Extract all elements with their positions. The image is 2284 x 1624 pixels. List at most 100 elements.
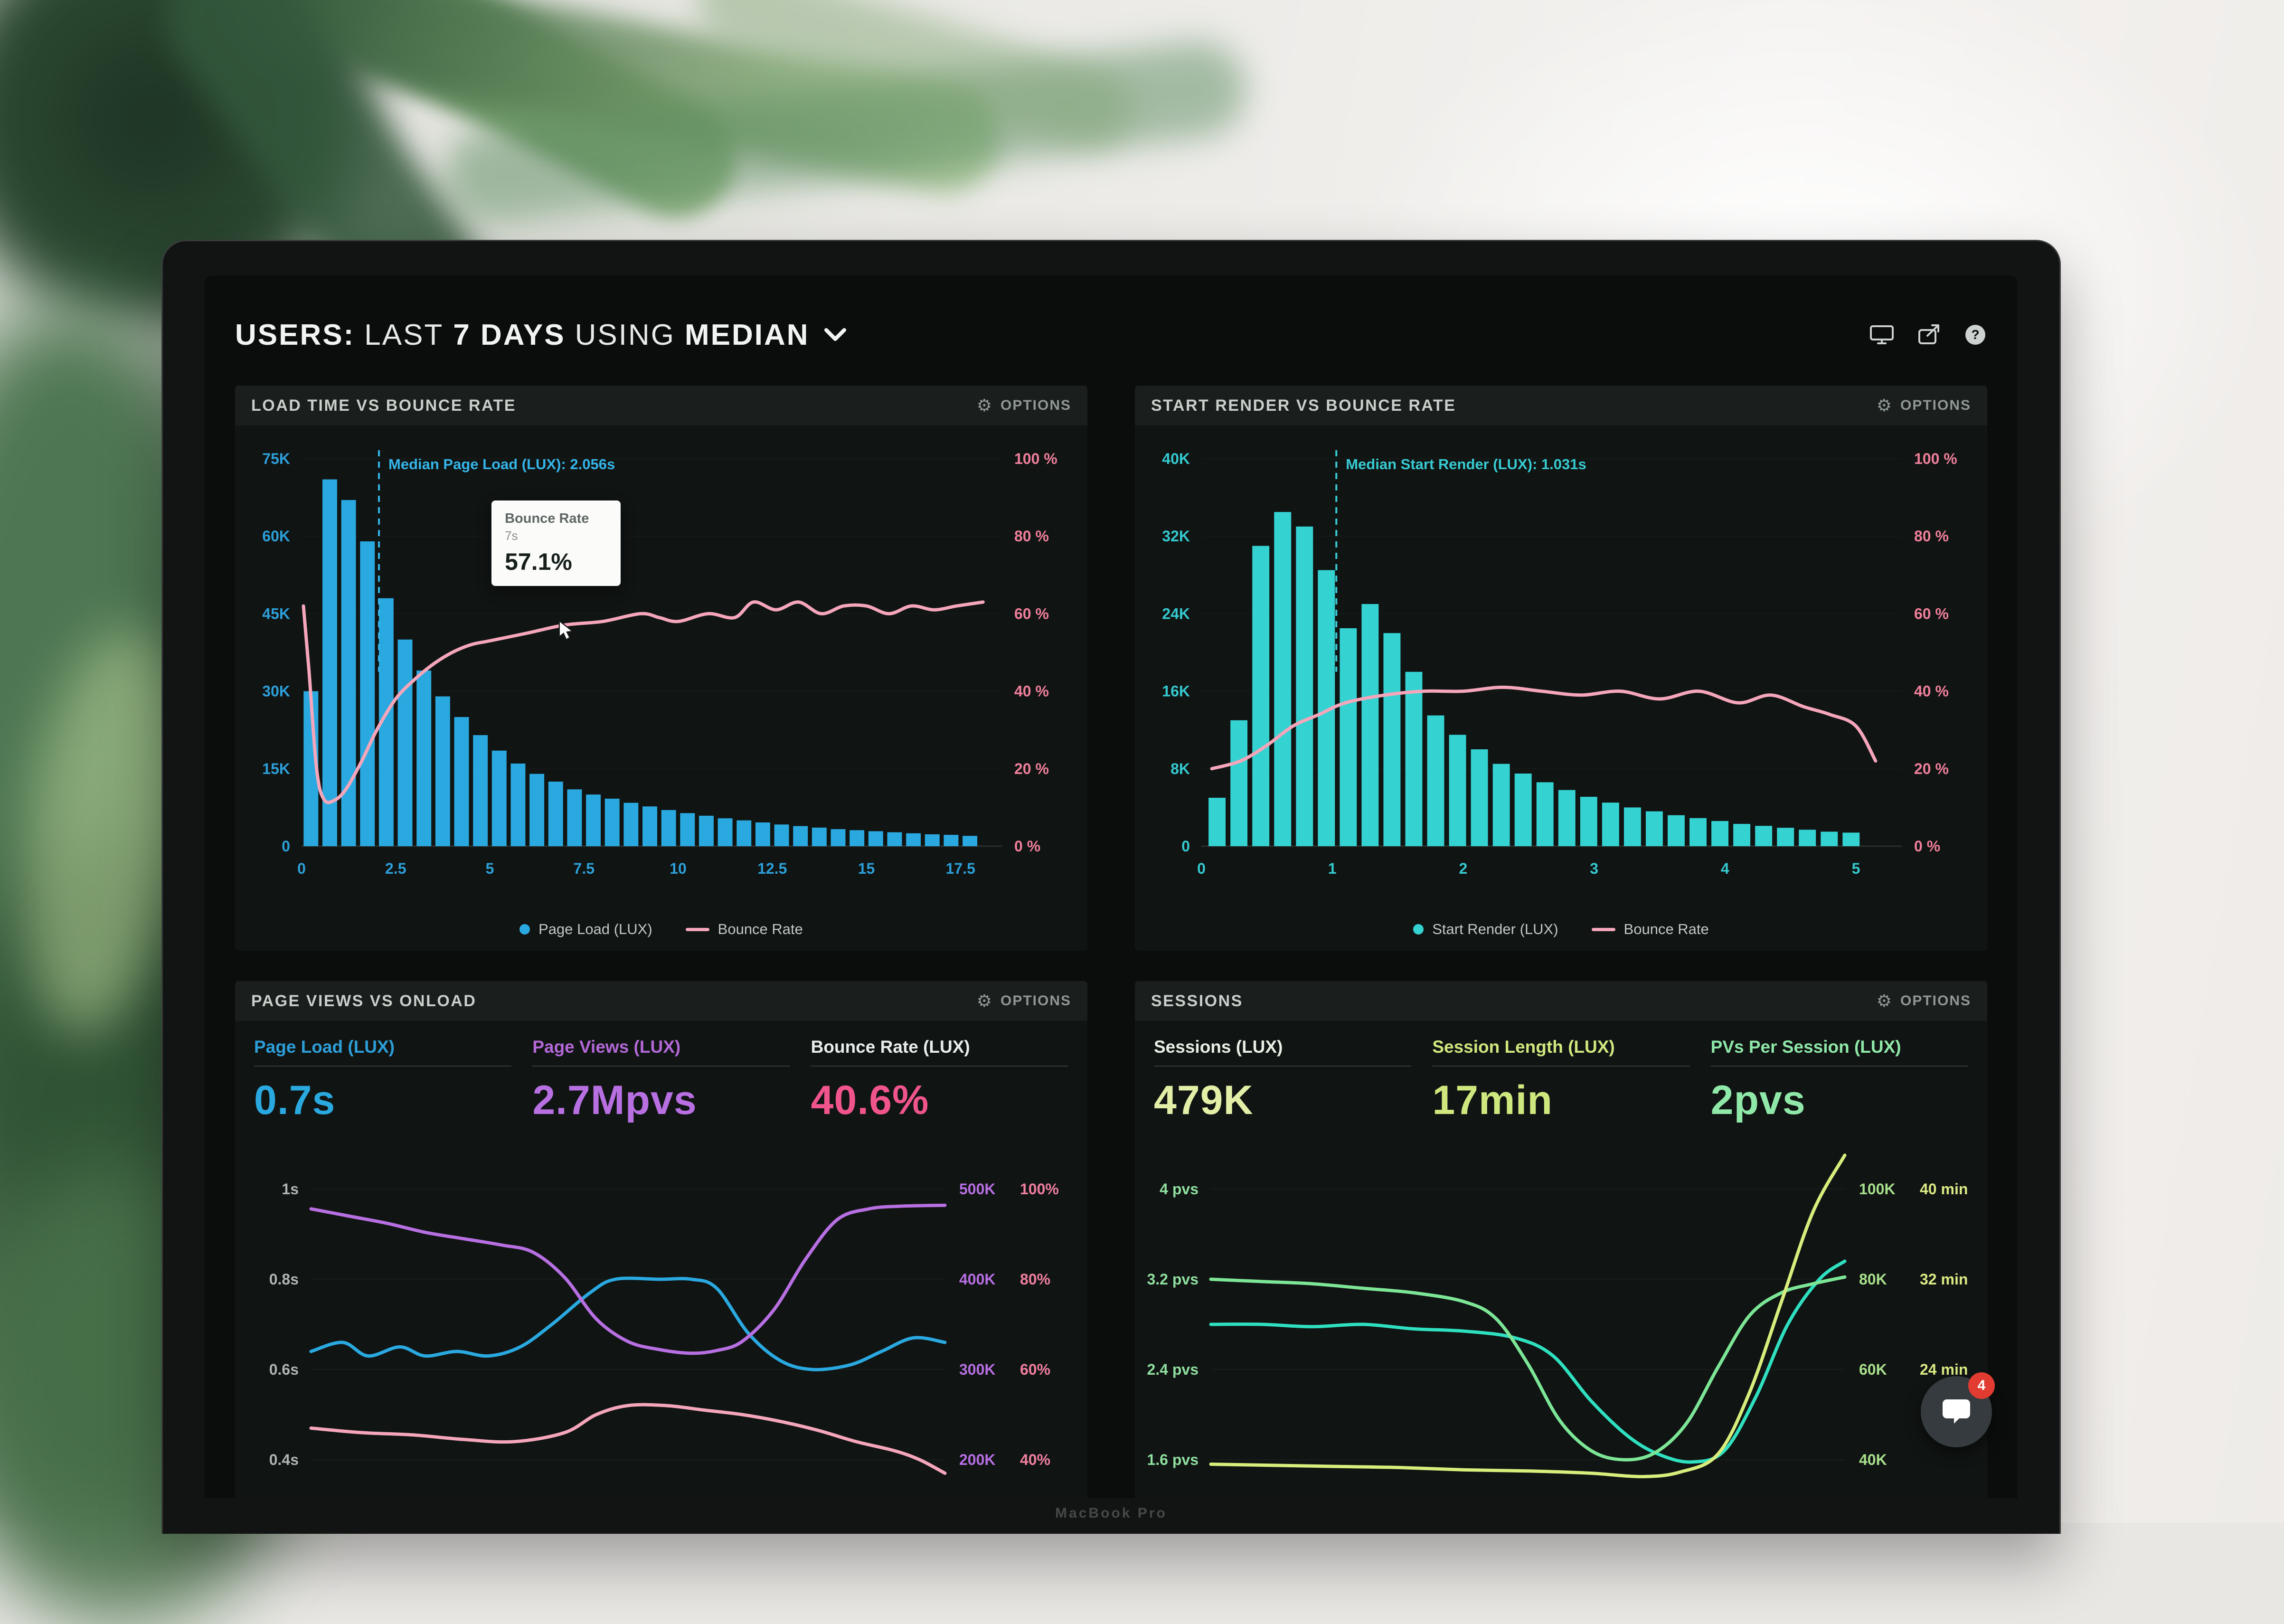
svg-text:0: 0 [297,860,306,877]
svg-text:100K: 100K [1859,1180,1896,1198]
metric-label: Page Load (LUX) [254,1037,511,1067]
svg-text:40%: 40% [1020,1451,1050,1468]
laptop: USERS: LAST 7 DAYS USING MEDIAN [161,240,2061,1534]
metric-label: PVs Per Session (LUX) [1711,1037,1968,1067]
legend-line-marker [1592,928,1615,931]
svg-text:2.4 pvs: 2.4 pvs [1147,1361,1199,1378]
svg-text:16K: 16K [1162,683,1190,700]
svg-text:300K: 300K [959,1361,996,1378]
metric-value: 2.7Mpvs [532,1077,790,1124]
chart-tooltip: Bounce Rate 7s 57.1% [491,500,621,586]
gear-icon: ⚙ [977,397,993,414]
chevron-down-icon[interactable] [824,328,847,342]
gear-icon: ⚙ [1877,397,1893,414]
svg-text:5: 5 [486,860,494,877]
svg-text:100 %: 100 % [1914,450,1957,467]
legend-line-marker [686,928,709,931]
svg-text:3: 3 [1590,860,1598,877]
options-label: OPTIONS [1900,397,1971,414]
photo-background: USERS: LAST 7 DAYS USING MEDIAN [0,0,2284,1523]
share-icon[interactable] [1917,323,1942,346]
svg-text:60 %: 60 % [1914,605,1949,622]
svg-text:100%: 100% [1020,1180,1059,1198]
chat-bubble-icon [1941,1397,1972,1426]
brand-text: MacBook Pro [1055,1505,1167,1521]
chat-launcher-button[interactable]: 4 [1921,1376,1992,1447]
legend-item[interactable]: Bounce Rate [686,921,803,938]
svg-text:Median Page Load (LUX): 2.056s: Median Page Load (LUX): 2.056s [388,456,615,472]
panel-header: LOAD TIME VS BOUNCE RATE ⚙ OPTIONS [235,386,1087,425]
svg-text:0 %: 0 % [1014,838,1040,855]
laptop-chin: MacBook Pro [163,1497,2059,1534]
title-segment: LAST [364,318,444,352]
legend-item[interactable]: Page Load (LUX) [519,921,652,938]
options-button[interactable]: ⚙ OPTIONS [977,992,1071,1010]
svg-text:0.6s: 0.6s [269,1361,299,1378]
svg-text:80K: 80K [1859,1271,1887,1288]
tooltip-subtitle: 7s [505,529,607,543]
header-toolbar: ? [1869,323,1987,347]
legend-item[interactable]: Start Render (LUX) [1413,921,1558,938]
tooltip-value: 57.1% [505,548,607,576]
page-title-dropdown[interactable]: USERS: LAST 7 DAYS USING MEDIAN [235,318,847,352]
svg-text:80%: 80% [1020,1271,1050,1288]
display-icon[interactable] [1869,323,1895,346]
panel-grid: LOAD TIME VS BOUNCE RATE ⚙ OPTIONS Bounc… [235,386,1987,1498]
legend-label: Bounce Rate [718,921,803,938]
svg-text:24K: 24K [1162,605,1190,622]
svg-text:40 %: 40 % [1914,683,1949,700]
panel-header: PAGE VIEWS VS ONLOAD ⚙ OPTIONS [235,981,1087,1021]
svg-text:1s: 1s [282,1180,299,1198]
svg-text:200K: 200K [959,1451,996,1468]
options-button[interactable]: ⚙ OPTIONS [977,397,1071,414]
svg-text:75K: 75K [262,450,290,467]
svg-text:2.5: 2.5 [385,860,406,877]
svg-text:40K: 40K [1162,450,1190,467]
help-icon[interactable]: ? [1963,323,1987,347]
svg-text:17.5: 17.5 [946,860,975,877]
svg-text:60K: 60K [1859,1361,1887,1378]
svg-text:0: 0 [282,838,290,855]
panel-title: PAGE VIEWS VS ONLOAD [251,992,476,1010]
panel-title: START RENDER VS BOUNCE RATE [1151,397,1456,415]
svg-text:7.5: 7.5 [574,860,595,877]
metric-value: 479K [1154,1077,1411,1124]
svg-text:45K: 45K [262,605,290,622]
title-segment: 7 DAYS [453,318,565,352]
metric-value: 0.7s [254,1077,511,1124]
metric-bounce-rate[interactable]: Bounce Rate (LUX) 40.6% [811,1037,1068,1124]
panel-sessions: SESSIONS ⚙ OPTIONS Sessions (LUX) 479K S… [1135,981,1987,1498]
svg-text:20 %: 20 % [1014,760,1049,777]
options-label: OPTIONS [1900,993,1971,1009]
svg-text:80 %: 80 % [1914,528,1949,545]
svg-text:5: 5 [1852,860,1860,877]
metric-label: Page Views (LUX) [532,1037,790,1067]
metric-pvs-per-session[interactable]: PVs Per Session (LUX) 2pvs [1711,1037,1968,1124]
title-segment: USERS: [235,318,355,352]
legend-dot-marker [519,924,530,935]
metric-label: Sessions (LUX) [1154,1037,1411,1067]
options-button[interactable]: ⚙ OPTIONS [1877,397,1971,414]
metric-page-load[interactable]: Page Load (LUX) 0.7s [254,1037,511,1124]
svg-text:3.2 pvs: 3.2 pvs [1147,1271,1199,1288]
legend-item[interactable]: Bounce Rate [1592,921,1709,938]
options-button[interactable]: ⚙ OPTIONS [1877,992,1971,1010]
svg-text:0.4s: 0.4s [269,1451,299,1468]
svg-text:0 %: 0 % [1914,838,1940,855]
legend-label: Start Render (LUX) [1432,921,1558,938]
svg-text:60%: 60% [1020,1361,1050,1378]
panel-header: SESSIONS ⚙ OPTIONS [1135,981,1987,1021]
svg-text:8K: 8K [1170,760,1190,777]
metric-session-length[interactable]: Session Length (LUX) 17min [1432,1037,1689,1124]
metric-page-views[interactable]: Page Views (LUX) 2.7Mpvs [532,1037,790,1124]
panel-page-views-vs-onload: PAGE VIEWS VS ONLOAD ⚙ OPTIONS Page Load… [235,981,1087,1498]
svg-text:30K: 30K [262,683,290,700]
svg-text:60K: 60K [262,528,290,545]
metric-sessions[interactable]: Sessions (LUX) 479K [1154,1037,1411,1124]
options-label: OPTIONS [1000,397,1071,414]
svg-text:15K: 15K [262,760,290,777]
